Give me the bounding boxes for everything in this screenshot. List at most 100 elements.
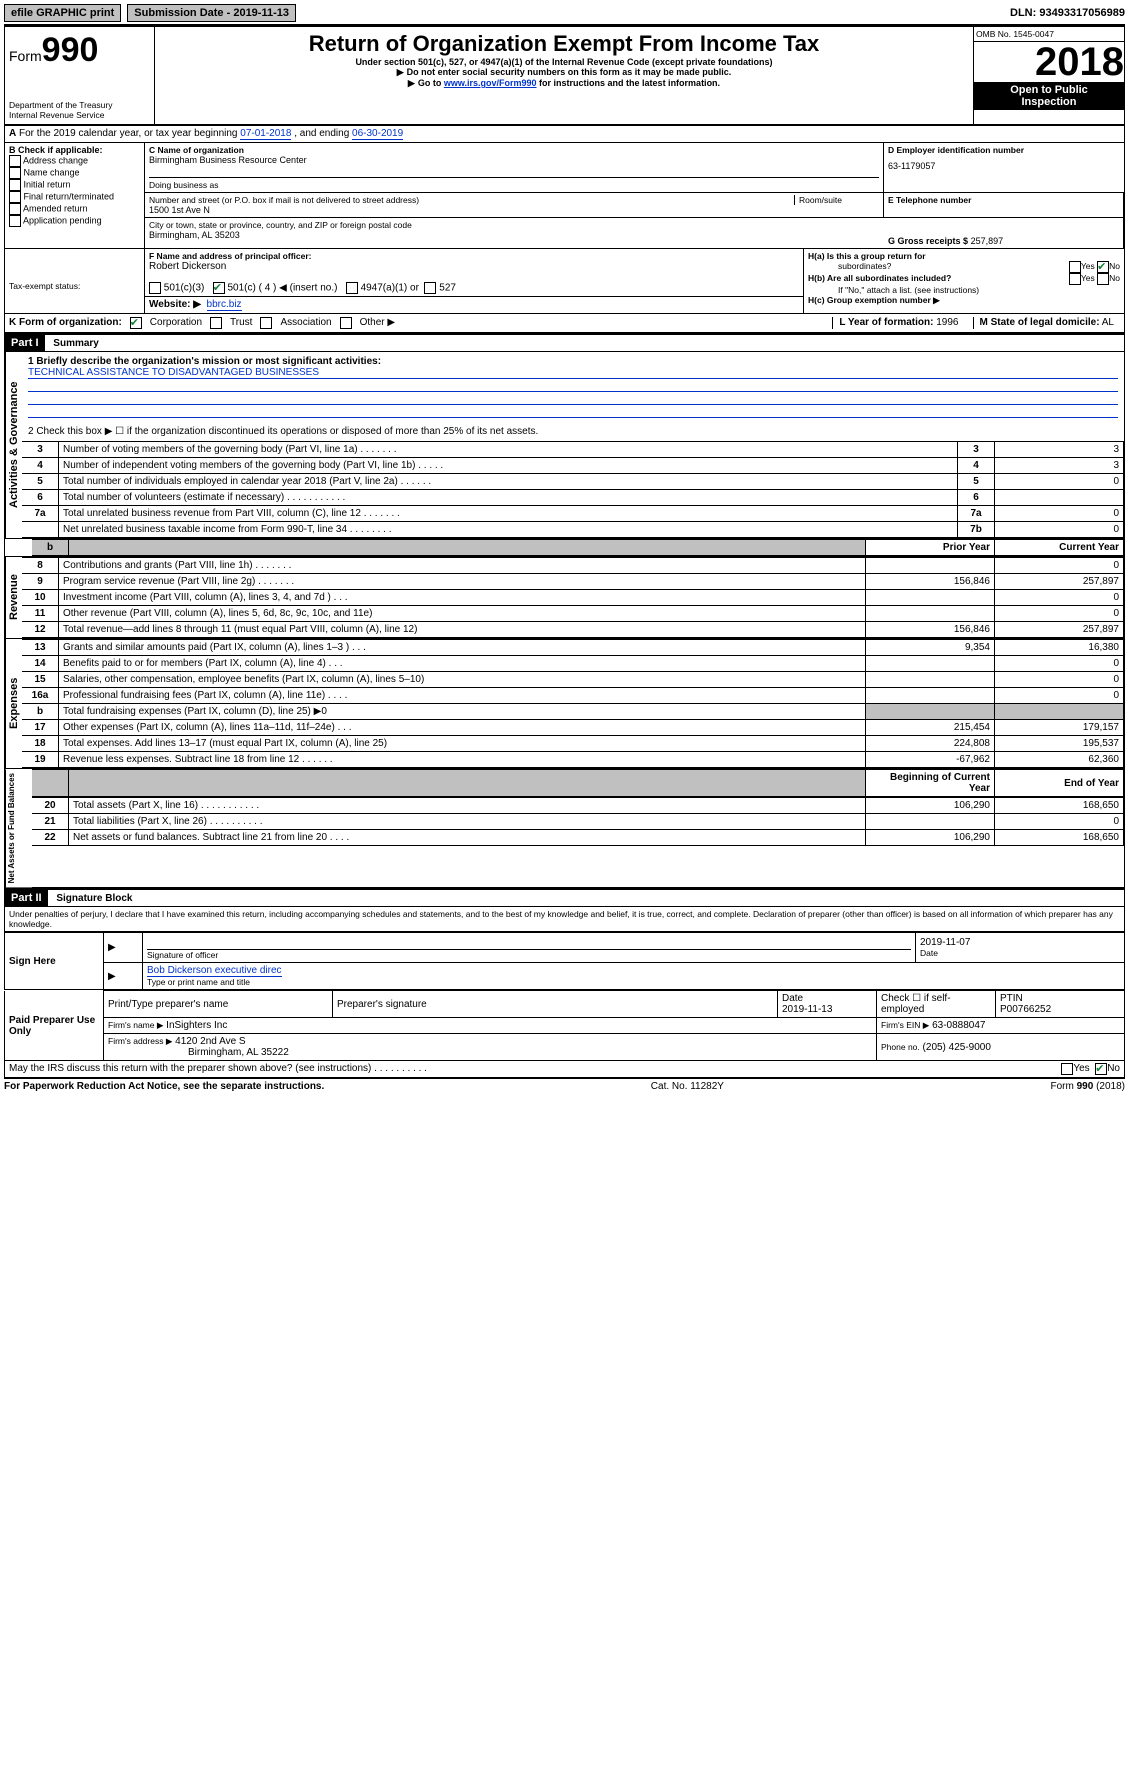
open-txt: Open to Public xyxy=(1010,84,1088,96)
chk-527[interactable] xyxy=(424,282,436,294)
net-header-section: Net Assets or Fund Balances Beginning of… xyxy=(4,769,1125,888)
row-curr: 16,380 xyxy=(995,640,1124,656)
firm-addr: 4120 2nd Ave S xyxy=(175,1036,245,1047)
discuss-no-chk[interactable] xyxy=(1095,1063,1107,1075)
side-exp: Expenses xyxy=(5,639,22,768)
chk-final[interactable] xyxy=(9,191,21,203)
row-prior xyxy=(866,656,995,672)
subm-date-btn[interactable]: Submission Date - 2019-11-13 xyxy=(127,4,296,22)
g-label: G Gross receipts $ xyxy=(888,236,968,246)
opt-app: Application pending xyxy=(23,215,102,225)
opt-init: Initial return xyxy=(24,179,71,189)
chk-app[interactable] xyxy=(9,215,21,227)
opt-addr: Address change xyxy=(23,155,88,165)
part2-hdr: Part II xyxy=(5,890,48,906)
j-val[interactable]: bbrc.biz xyxy=(207,299,242,311)
chk-amend[interactable] xyxy=(9,203,21,215)
k-other-chk[interactable] xyxy=(340,317,352,329)
row-lbl: Number of voting members of the governin… xyxy=(59,442,958,458)
beg-hdr: Beginning of Current Year xyxy=(866,770,995,797)
g-val: 257,897 xyxy=(971,236,1004,246)
row-curr xyxy=(995,704,1124,720)
phone: (205) 425-9000 xyxy=(923,1042,991,1053)
row-lbl: Total number of individuals employed in … xyxy=(59,474,958,490)
row-lbl: Grants and similar amounts paid (Part IX… xyxy=(59,640,866,656)
chk-501c[interactable] xyxy=(213,282,225,294)
row-prior xyxy=(866,672,995,688)
l-val: 1996 xyxy=(936,317,958,328)
box-c-name: C Name of organization Birmingham Busine… xyxy=(145,143,884,193)
row-idx xyxy=(22,522,59,538)
omb: 1545-0047 xyxy=(1013,29,1054,39)
ptin: P00766252 xyxy=(1000,1004,1051,1015)
row-idx: 13 xyxy=(22,640,59,656)
blank-line1 xyxy=(28,379,1118,392)
blank-line2 xyxy=(28,392,1118,405)
l-label: L Year of formation: xyxy=(839,317,933,328)
ha-yes[interactable] xyxy=(1069,261,1081,273)
hb-no[interactable] xyxy=(1097,273,1109,285)
end-hdr: End of Year xyxy=(995,770,1124,797)
row-idx: 3 xyxy=(22,442,59,458)
box-h: H(a) Is this a group return for subordin… xyxy=(804,249,1124,314)
footer-mid: Cat. No. 11282Y xyxy=(651,1081,724,1092)
room-label: Room/suite xyxy=(794,195,879,205)
dln: DLN: 93493317056989 xyxy=(1010,7,1125,19)
o3: 4947(a)(1) or xyxy=(361,283,419,294)
te-label: Tax-exempt status: xyxy=(9,281,80,291)
form990-link[interactable]: www.irs.gov/Form990 xyxy=(444,78,537,88)
chk-init[interactable] xyxy=(9,179,21,191)
discuss-yes-chk[interactable] xyxy=(1061,1063,1073,1075)
addr-val: 1500 1st Ave N xyxy=(149,205,879,215)
row-lbl: Total revenue—add lines 8 through 11 (mu… xyxy=(59,622,866,638)
row-idx: b xyxy=(22,704,59,720)
k-corp-chk[interactable] xyxy=(130,317,142,329)
row-prior: 106,290 xyxy=(866,798,995,814)
footer: For Paperwork Reduction Act Notice, see … xyxy=(4,1078,1125,1092)
row-curr: 0 xyxy=(995,672,1124,688)
row-lbl: Other expenses (Part IX, column (A), lin… xyxy=(59,720,866,736)
k-other: Other ▶ xyxy=(360,317,395,329)
o1: 501(c)(3) xyxy=(164,283,205,294)
boxB-label: B Check if applicable: xyxy=(9,145,140,155)
row-curr: 0 xyxy=(995,656,1124,672)
k-trust-chk[interactable] xyxy=(210,317,222,329)
firm-name: InSighters Inc xyxy=(166,1020,227,1031)
rowA-pre: For the 2019 calendar year, or tax year … xyxy=(19,128,240,139)
chk-name[interactable] xyxy=(9,167,21,179)
ha-no[interactable] xyxy=(1097,261,1109,273)
row-lbl: Net assets or fund balances. Subtract li… xyxy=(69,830,866,846)
exp-table: 13 Grants and similar amounts paid (Part… xyxy=(22,639,1124,768)
k-assoc-chk[interactable] xyxy=(260,317,272,329)
tax-exempt-cell: Tax-exempt status: xyxy=(5,249,145,314)
chk-addr[interactable] xyxy=(9,155,21,167)
prep-sig-label: Preparer's signature xyxy=(333,991,778,1018)
row-idx: 12 xyxy=(22,622,59,638)
row-prior xyxy=(866,814,995,830)
ha-no-lbl: No xyxy=(1109,261,1120,273)
gov-table: 3 Number of voting members of the govern… xyxy=(22,441,1124,538)
row-curr: 257,897 xyxy=(995,574,1124,590)
mission-label: 1 Briefly describe the organization's mi… xyxy=(28,356,1118,367)
row-curr: 0 xyxy=(995,814,1124,830)
chk-501c3[interactable] xyxy=(149,282,161,294)
row-lbl: Contributions and grants (Part VIII, lin… xyxy=(59,558,866,574)
row-prior: 9,354 xyxy=(866,640,995,656)
hb-label: H(b) Are all subordinates included? xyxy=(808,273,1069,285)
chk-4947[interactable] xyxy=(346,282,358,294)
hb-yes[interactable] xyxy=(1069,273,1081,285)
d-val: 63-1179057 xyxy=(888,161,1120,171)
row-idx: 16a xyxy=(22,688,59,704)
row-idx: 22 xyxy=(32,830,69,846)
typed-label: Type or print name and title xyxy=(147,977,1120,987)
side-rev: Revenue xyxy=(5,557,22,638)
b-header-section: b Prior Year Current Year xyxy=(4,539,1125,557)
firm-ein-label: Firm's EIN ▶ xyxy=(881,1020,929,1030)
ptin-label: PTIN xyxy=(1000,993,1023,1004)
sub-label: subordinates? xyxy=(808,261,1069,273)
discuss-no: No xyxy=(1107,1063,1120,1075)
form-title: Return of Organization Exempt From Incom… xyxy=(159,31,969,57)
discuss-row: May the IRS discuss this return with the… xyxy=(4,1061,1125,1078)
city-label: City or town, state or province, country… xyxy=(149,220,880,230)
efile-btn[interactable]: efile GRAPHIC print xyxy=(4,4,121,22)
